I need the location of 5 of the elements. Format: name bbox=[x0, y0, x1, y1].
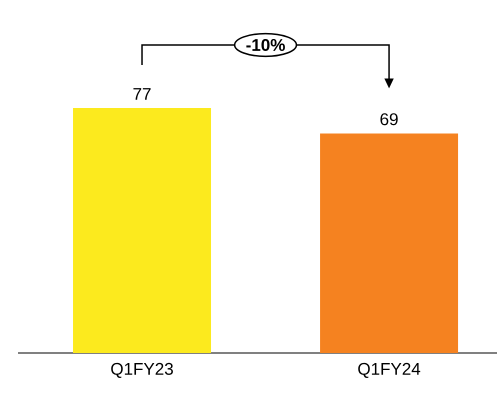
text: -10% bbox=[246, 38, 285, 52]
x-tick-label: Q1FY24 bbox=[358, 362, 420, 378]
data-label: 69 bbox=[380, 113, 398, 126]
x-tick-label: Q1FY23 bbox=[111, 362, 173, 378]
data-label: 77 bbox=[133, 88, 151, 100]
